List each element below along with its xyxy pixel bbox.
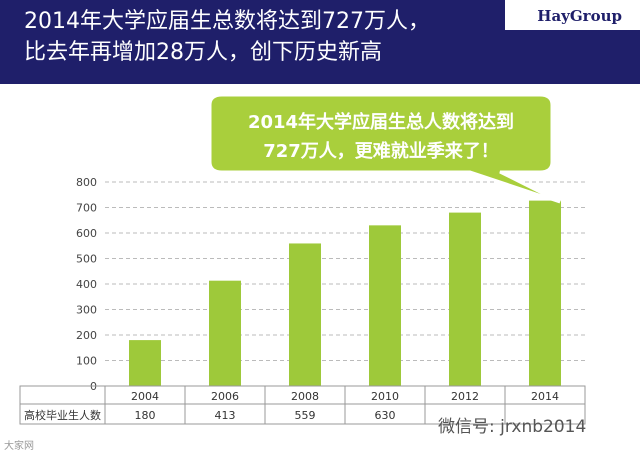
bar-2004	[129, 340, 161, 386]
table-value: 180	[135, 409, 156, 422]
y-tick-label: 800	[76, 176, 97, 189]
table-value: 413	[215, 409, 236, 422]
callout-line-2: 727万人，更难就业季来了！	[263, 140, 499, 162]
x-tick-label: 2008	[291, 390, 319, 403]
x-tick-label: 2010	[371, 390, 399, 403]
x-tick-label: 2012	[451, 390, 479, 403]
title-line-2: 比去年再增加28万人，创下历史新高	[24, 40, 382, 65]
wechat-watermark: 微信号: jrxnb2014	[438, 417, 587, 437]
x-tick-label: 2014	[531, 390, 559, 403]
y-tick-label: 700	[76, 202, 97, 215]
table-value: 630	[375, 409, 396, 422]
y-tick-label: 400	[76, 278, 97, 291]
table-value: 559	[295, 409, 316, 422]
y-tick-label: 600	[76, 227, 97, 240]
logo-area: HayGroup	[505, 0, 640, 30]
y-tick-label: 500	[76, 253, 97, 266]
bar-2006	[209, 280, 241, 386]
callout-bubble	[208, 93, 561, 204]
bottom-left-watermark: 大家网	[4, 441, 34, 452]
y-tick-label: 300	[76, 304, 97, 317]
callout-line-1: 2014年大学应届生总人数将达到	[248, 111, 514, 133]
page-title: 2014年大学应届生总数将达到727万人， 比去年再增加28万人，创下历史新高	[24, 6, 494, 68]
bar-2012	[449, 212, 481, 386]
y-tick-label: 200	[76, 329, 97, 342]
y-tick-label: 100	[76, 355, 97, 368]
x-tick-label: 2006	[211, 390, 239, 403]
x-tick-label: 2004	[131, 390, 159, 403]
title-line-1: 2014年大学应届生总数将达到727万人，	[24, 9, 430, 34]
bar-2008	[289, 243, 321, 386]
haygroup-logo: HayGroup	[533, 6, 626, 26]
bar-2014	[529, 200, 561, 386]
bar-2010	[369, 225, 401, 386]
table-row-label: 高校毕业生人数	[24, 408, 101, 422]
